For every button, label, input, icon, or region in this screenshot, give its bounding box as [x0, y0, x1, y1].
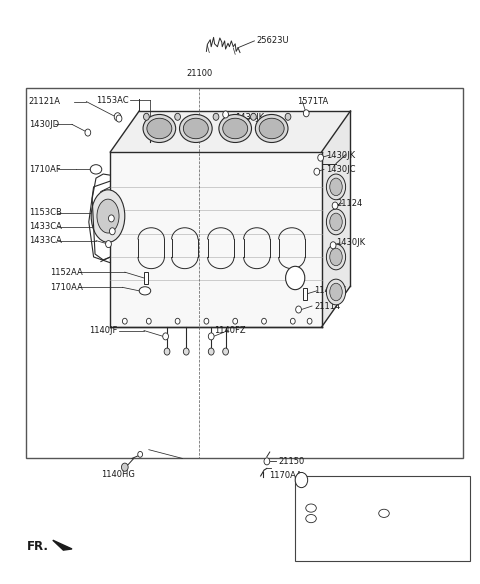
- Circle shape: [264, 458, 270, 465]
- Text: 1140JF: 1140JF: [89, 326, 117, 335]
- Circle shape: [116, 115, 122, 122]
- Ellipse shape: [183, 118, 208, 139]
- Text: 1430JC: 1430JC: [326, 165, 356, 174]
- Circle shape: [223, 111, 228, 118]
- Text: 1153CB: 1153CB: [29, 208, 61, 217]
- Circle shape: [251, 113, 256, 120]
- Circle shape: [303, 110, 309, 117]
- Bar: [295, 476, 470, 561]
- Text: 21124: 21124: [336, 199, 362, 208]
- Ellipse shape: [147, 118, 172, 139]
- Circle shape: [183, 348, 189, 355]
- Ellipse shape: [330, 283, 342, 301]
- Text: a: a: [299, 475, 304, 485]
- Text: 21133: 21133: [305, 486, 328, 492]
- Text: 1140FZ: 1140FZ: [214, 326, 245, 335]
- Circle shape: [208, 333, 214, 340]
- Circle shape: [175, 113, 180, 120]
- Text: 1152AA: 1152AA: [50, 267, 83, 277]
- Text: FR.: FR.: [26, 540, 48, 552]
- Circle shape: [314, 168, 320, 175]
- Text: 1153AC: 1153AC: [96, 96, 129, 105]
- Circle shape: [114, 113, 121, 121]
- Ellipse shape: [326, 174, 346, 200]
- Ellipse shape: [306, 504, 316, 512]
- Circle shape: [233, 318, 238, 324]
- Circle shape: [332, 202, 338, 209]
- Ellipse shape: [379, 509, 389, 517]
- Ellipse shape: [97, 199, 119, 233]
- Text: 21100: 21100: [186, 68, 212, 78]
- Text: 1710AF: 1710AF: [29, 165, 60, 174]
- Text: 1571TA: 1571TA: [297, 97, 328, 106]
- Circle shape: [163, 333, 168, 340]
- Circle shape: [262, 318, 266, 324]
- Text: 21121A: 21121A: [29, 97, 61, 106]
- Circle shape: [296, 306, 301, 313]
- Circle shape: [144, 113, 149, 120]
- Circle shape: [138, 451, 143, 457]
- Circle shape: [286, 266, 305, 290]
- Text: 1433CA: 1433CA: [29, 236, 61, 245]
- Circle shape: [121, 463, 128, 471]
- Text: 21114: 21114: [314, 301, 341, 311]
- Ellipse shape: [259, 118, 284, 139]
- Text: (ALT.): (ALT.): [374, 485, 394, 492]
- Ellipse shape: [255, 114, 288, 142]
- Circle shape: [85, 129, 91, 136]
- Circle shape: [108, 215, 114, 222]
- Polygon shape: [110, 152, 326, 327]
- Text: 21150: 21150: [278, 457, 305, 466]
- Circle shape: [122, 318, 127, 324]
- Text: 1710AA: 1710AA: [50, 283, 83, 292]
- Circle shape: [330, 242, 336, 249]
- Text: 21314A: 21314A: [370, 493, 398, 499]
- Text: 1751GI: 1751GI: [311, 493, 337, 499]
- Ellipse shape: [326, 279, 346, 305]
- Ellipse shape: [330, 213, 342, 231]
- Text: 1430JK: 1430JK: [326, 151, 356, 160]
- Text: 11403C: 11403C: [314, 286, 347, 296]
- Circle shape: [213, 113, 219, 120]
- Polygon shape: [322, 111, 350, 327]
- Text: 1430JD: 1430JD: [29, 120, 59, 129]
- Text: 1430JK: 1430JK: [235, 113, 264, 123]
- Ellipse shape: [330, 248, 342, 266]
- Ellipse shape: [306, 515, 316, 523]
- Polygon shape: [53, 540, 72, 550]
- Circle shape: [285, 113, 291, 120]
- Bar: [26, 88, 463, 458]
- Circle shape: [164, 348, 170, 355]
- Ellipse shape: [326, 244, 346, 270]
- Circle shape: [175, 318, 180, 324]
- Ellipse shape: [330, 178, 342, 196]
- Text: 1140HG: 1140HG: [101, 470, 134, 479]
- Circle shape: [307, 318, 312, 324]
- Circle shape: [146, 318, 151, 324]
- Circle shape: [208, 348, 214, 355]
- Circle shape: [204, 318, 209, 324]
- Ellipse shape: [219, 114, 252, 142]
- Bar: [303, 288, 307, 300]
- Text: 1433CA: 1433CA: [29, 222, 61, 231]
- Circle shape: [106, 241, 111, 248]
- Polygon shape: [110, 111, 350, 152]
- Circle shape: [290, 318, 295, 324]
- Bar: [144, 272, 148, 284]
- Ellipse shape: [180, 114, 212, 142]
- Ellipse shape: [223, 118, 248, 139]
- Text: a: a: [292, 273, 298, 283]
- Ellipse shape: [326, 209, 346, 235]
- Ellipse shape: [139, 287, 151, 295]
- Circle shape: [223, 348, 228, 355]
- Circle shape: [295, 472, 308, 488]
- Ellipse shape: [90, 165, 102, 174]
- Ellipse shape: [91, 190, 125, 242]
- Ellipse shape: [143, 114, 176, 142]
- Text: 1430JK: 1430JK: [336, 238, 365, 248]
- Circle shape: [109, 228, 115, 235]
- Text: 25623U: 25623U: [256, 36, 289, 46]
- Text: 1170AA: 1170AA: [269, 471, 301, 481]
- Circle shape: [318, 154, 324, 161]
